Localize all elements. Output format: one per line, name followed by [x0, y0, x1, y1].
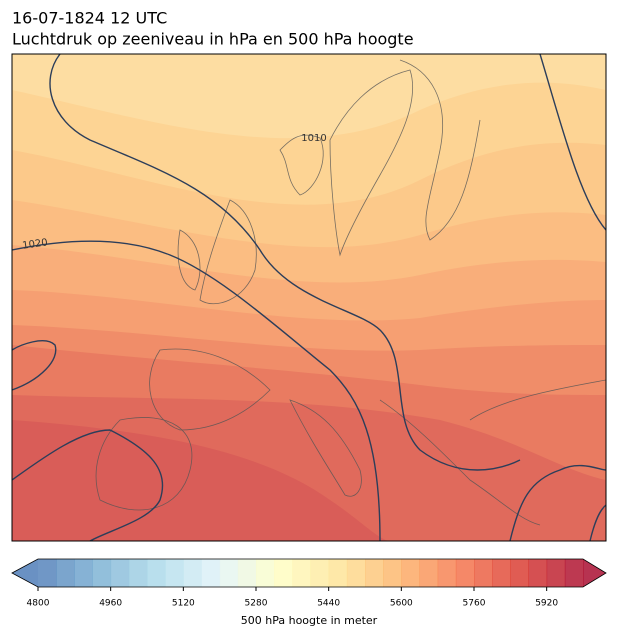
colorbar-segment — [437, 559, 457, 587]
colorbar-segment — [274, 559, 293, 587]
colorbar-segment — [383, 559, 402, 587]
colorbar-segment — [38, 559, 57, 587]
colorbar-tick-label: 4960 — [99, 599, 122, 609]
colorbar-segment — [510, 559, 529, 587]
colorbar-segment — [56, 559, 75, 587]
colorbar-segment — [292, 559, 311, 587]
colorbar-segment — [147, 559, 166, 587]
colorbar-extend-low — [12, 559, 38, 587]
colorbar-tick-label: 5440 — [317, 599, 340, 609]
colorbar-segment — [564, 559, 584, 587]
colorbar-segment — [310, 559, 330, 587]
colorbar-segment — [219, 559, 239, 587]
map-frame — [11, 53, 607, 542]
colorbar-segment — [74, 559, 93, 587]
colorbar-tick-label: 4800 — [27, 599, 50, 609]
colorbar-segment — [474, 559, 493, 587]
title: Luchtdruk op zeeniveau in hPa en 500 hPa… — [12, 30, 414, 49]
colorbar-tick-label: 5760 — [463, 599, 486, 609]
colorbar-segment — [237, 559, 257, 587]
colorbar-segment — [92, 559, 112, 587]
colorbar-segment — [110, 559, 130, 587]
colorbar-segment — [128, 559, 148, 587]
colorbar-tick-label: 5600 — [390, 599, 413, 609]
colorbar-segment — [346, 559, 366, 587]
colorbar-segment — [183, 559, 202, 587]
colorbar-tick-label: 5120 — [172, 599, 195, 609]
colorbar-tick-label: 5280 — [245, 599, 268, 609]
colorbar-segment — [165, 559, 184, 587]
map: 1010 1020 — [12, 54, 606, 541]
colorbar-tick-label: 5920 — [535, 599, 558, 609]
colorbar-segment — [365, 559, 384, 587]
colorbar-extend-high — [583, 559, 606, 587]
isobar-label: 1010 — [301, 133, 326, 144]
colorbar-segment — [492, 559, 511, 587]
colorbar-segment — [528, 559, 548, 587]
colorbar-segment — [546, 559, 566, 587]
colorbar: 4800 4960 5120 5280 5440 5600 5760 5920 — [11, 558, 607, 609]
colorbar-segment — [419, 559, 439, 587]
colorbar-label: 500 hPa hoogte in meter — [241, 614, 378, 627]
title-date: 16-07-1824 12 UTC — [12, 9, 167, 28]
colorbar-segment — [401, 559, 420, 587]
isobar-label: 1020 — [22, 237, 49, 251]
colorbar-segment — [455, 559, 475, 587]
colorbar-segment — [201, 559, 221, 587]
colorbar-segment — [328, 559, 348, 587]
colorbar-segment — [256, 559, 275, 587]
